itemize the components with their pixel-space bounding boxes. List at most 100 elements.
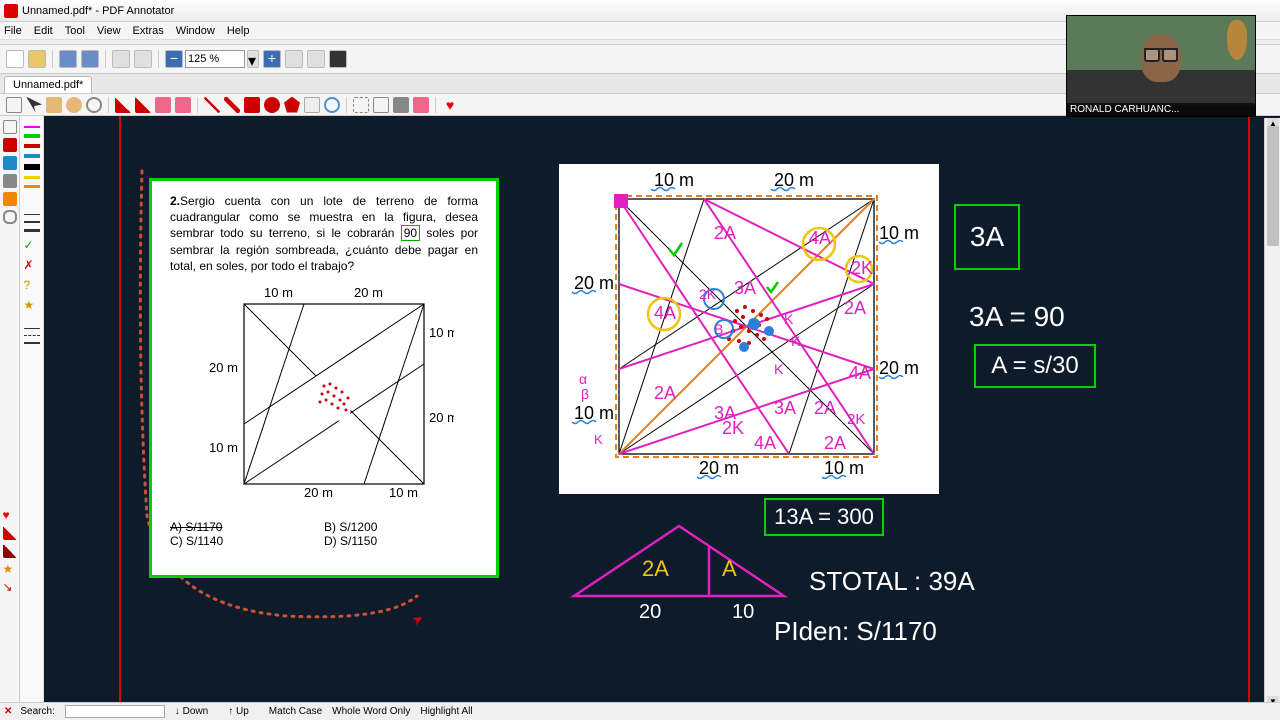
question-icon[interactable]: ?: [24, 278, 40, 292]
search-input[interactable]: [65, 705, 165, 718]
crop-tool[interactable]: [373, 97, 389, 113]
magnify-tool[interactable]: [324, 97, 340, 113]
zoom-out-button[interactable]: −: [165, 50, 183, 68]
menu-window[interactable]: Window: [176, 25, 215, 37]
swatch-blue[interactable]: [24, 154, 40, 158]
favorite-tool[interactable]: ♥: [442, 97, 458, 113]
x-icon[interactable]: ✗: [24, 258, 40, 272]
sb-pen2-icon[interactable]: [3, 526, 17, 540]
status-bar: ✕ Search: ↓ Down ↑ Up Match Case Whole W…: [0, 702, 1280, 720]
swatch-green[interactable]: [24, 134, 40, 138]
print-button[interactable]: [112, 50, 130, 68]
line-thin[interactable]: [24, 214, 40, 215]
line-thick[interactable]: [24, 229, 40, 232]
eraser-tool[interactable]: [304, 97, 320, 113]
zoom-input[interactable]: [185, 50, 245, 68]
problem-statement: 2.Sergio cuenta con un lote de terreno d…: [149, 178, 499, 578]
swatch-yellow[interactable]: [24, 176, 40, 179]
menu-edit[interactable]: Edit: [34, 25, 53, 37]
arrow-tool[interactable]: [224, 97, 240, 113]
two-page-button[interactable]: [329, 50, 347, 68]
save-button[interactable]: [59, 50, 77, 68]
svg-text:20 m: 20 m: [304, 485, 333, 500]
participant-name: RONALD CARHUANC...: [1067, 103, 1255, 116]
document-canvas[interactable]: 2.Sergio cuenta con un lote de terreno d…: [44, 116, 1280, 706]
check-icon[interactable]: ✓: [24, 238, 40, 252]
svg-text:20 m: 20 m: [429, 410, 454, 425]
rect-tool[interactable]: [6, 97, 22, 113]
sb-red-icon[interactable]: [3, 138, 17, 152]
scroll-thumb[interactable]: [1267, 126, 1279, 246]
svg-text:2A: 2A: [654, 383, 676, 403]
swatch-black[interactable]: [24, 164, 40, 170]
sb-clip-icon[interactable]: [3, 210, 17, 224]
marker-tool[interactable]: [135, 97, 151, 113]
swatch-red[interactable]: [24, 144, 40, 148]
margin-line-right: [1248, 116, 1250, 706]
svg-text:10: 10: [732, 601, 754, 623]
vertical-scrollbar[interactable]: ▲ ▼: [1264, 118, 1280, 708]
svg-text:2K: 2K: [851, 258, 873, 278]
swatch-magenta[interactable]: [24, 126, 40, 128]
search-down[interactable]: ↓ Down: [175, 706, 218, 717]
ellipse-tool[interactable]: [264, 97, 280, 113]
option-d: D) S/1150: [324, 534, 478, 548]
new-button[interactable]: [6, 50, 24, 68]
svg-text:K: K: [774, 361, 784, 377]
svg-text:K: K: [784, 311, 794, 327]
stamp-tool[interactable]: [413, 97, 429, 113]
margin-line-left: [119, 116, 121, 706]
close-search-icon[interactable]: ✕: [4, 706, 12, 717]
sb-blue-icon[interactable]: [3, 156, 17, 170]
fit-page-button[interactable]: [285, 50, 303, 68]
snapshot-tool[interactable]: [353, 97, 369, 113]
search-up[interactable]: ↑ Up: [228, 706, 259, 717]
open-button[interactable]: [28, 50, 46, 68]
menu-view[interactable]: View: [97, 25, 121, 37]
rect-fill-tool[interactable]: [244, 97, 260, 113]
menu-extras[interactable]: Extras: [133, 25, 164, 37]
sb-arrow-icon[interactable]: ↘: [3, 580, 17, 594]
lasso-tool[interactable]: [66, 97, 82, 113]
annotation-eq1: 3A = 90: [969, 301, 1065, 334]
video-participant[interactable]: RONALD CARHUANC...: [1066, 15, 1256, 117]
sb-pages-icon[interactable]: [3, 120, 17, 134]
dash3[interactable]: [24, 342, 40, 344]
svg-text:10 m: 10 m: [209, 440, 238, 455]
sb-pen3-icon[interactable]: [3, 544, 17, 558]
pen-tool[interactable]: [115, 97, 131, 113]
svg-text:2A: 2A: [824, 433, 846, 453]
problem-figure: 10 m 20 m 10 m 20 m 20 m 10 m 10 m 20 m: [194, 282, 454, 512]
document-tab[interactable]: Unnamed.pdf*: [4, 76, 92, 93]
line-med[interactable]: [24, 221, 40, 223]
highlight-all[interactable]: Highlight All: [420, 706, 472, 717]
text-tool[interactable]: [155, 97, 171, 113]
hand-tool[interactable]: [46, 97, 62, 113]
save-as-button[interactable]: [81, 50, 99, 68]
print-setup-button[interactable]: [134, 50, 152, 68]
menu-tool[interactable]: Tool: [65, 25, 85, 37]
menu-help[interactable]: Help: [227, 25, 250, 37]
star2-icon[interactable]: ★: [24, 298, 40, 312]
pointer-tool[interactable]: [26, 97, 42, 113]
zoom-tool[interactable]: [86, 97, 102, 113]
dash2[interactable]: [24, 335, 40, 336]
sb-star-icon[interactable]: ★: [3, 562, 17, 576]
menu-file[interactable]: File: [4, 25, 22, 37]
line-tool[interactable]: [204, 97, 220, 113]
dash1[interactable]: [24, 328, 40, 329]
shape-tool[interactable]: [175, 97, 191, 113]
swatch-orange[interactable]: [24, 185, 40, 188]
sb-grey-icon[interactable]: [3, 174, 17, 188]
measure-tool[interactable]: [393, 97, 409, 113]
whole-word[interactable]: Whole Word Only: [332, 706, 410, 717]
sb-heart-icon[interactable]: ♥: [3, 508, 17, 522]
svg-text:β: β: [581, 386, 589, 402]
fit-width-button[interactable]: [307, 50, 325, 68]
zoom-dropdown[interactable]: ▾: [247, 50, 259, 68]
match-case[interactable]: Match Case: [269, 706, 322, 717]
polygon-tool[interactable]: [284, 97, 300, 113]
zoom-in-button[interactable]: +: [263, 50, 281, 68]
highlighted-value: 90: [401, 225, 420, 241]
sb-orange-icon[interactable]: [3, 192, 17, 206]
